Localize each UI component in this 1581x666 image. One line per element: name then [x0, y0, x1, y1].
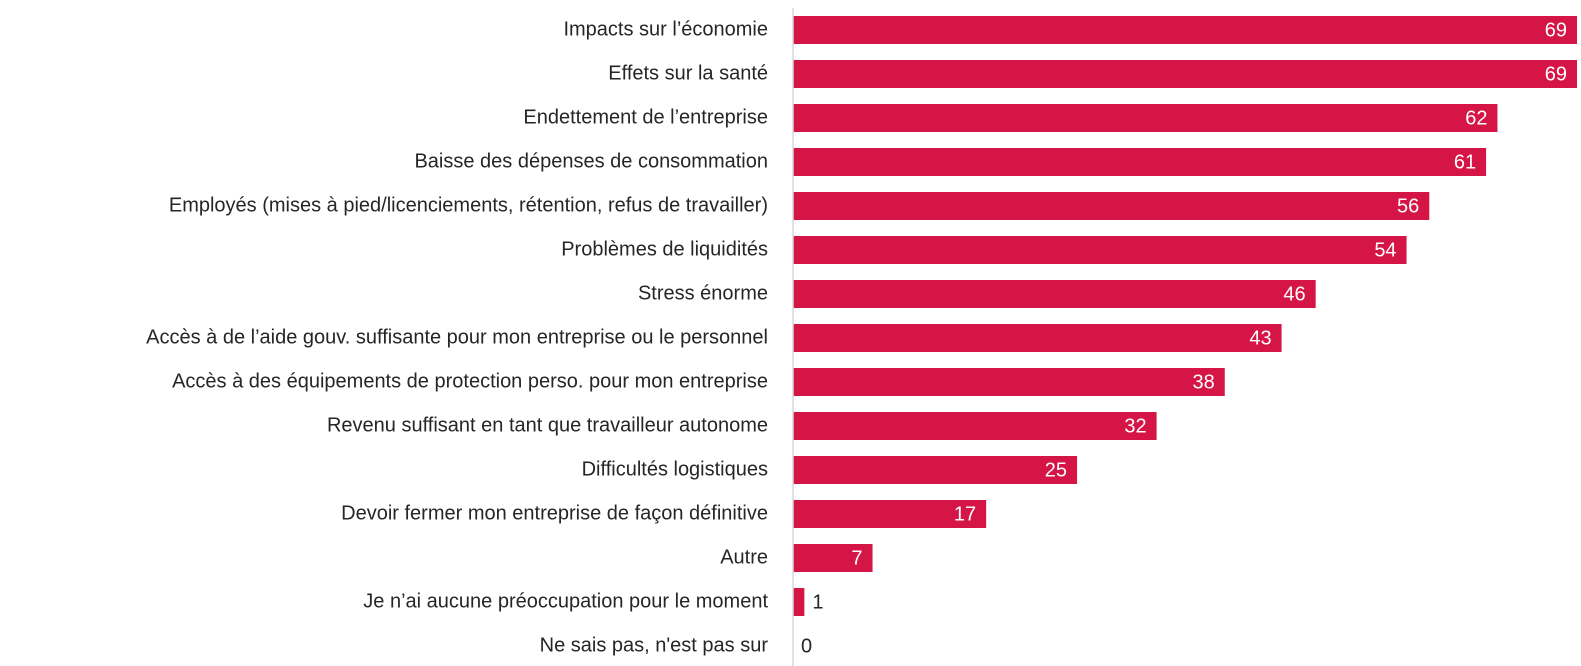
category-label: Je n’ai aucune préoccupation pour le mom…	[363, 590, 768, 612]
value-label: 62	[1465, 107, 1487, 129]
bar	[793, 500, 987, 528]
value-label: 38	[1193, 371, 1215, 393]
bar	[793, 368, 1225, 396]
bar	[793, 456, 1078, 484]
category-label: Difficultés logistiques	[582, 458, 768, 480]
value-label: 46	[1283, 283, 1305, 305]
category-label: Impacts sur l’économie	[563, 18, 768, 40]
category-label: Devoir fermer mon entreprise de façon dé…	[341, 502, 768, 524]
category-label: Baisse des dépenses de consommation	[414, 150, 768, 172]
bar	[793, 588, 805, 616]
value-label: 25	[1045, 459, 1067, 481]
category-label: Ne sais pas, n'est pas sur	[540, 634, 769, 656]
category-label: Autre	[720, 546, 768, 568]
category-label: Accès à de l’aide gouv. suffisante pour …	[146, 326, 768, 348]
value-label: 56	[1397, 195, 1419, 217]
bar	[793, 412, 1157, 440]
category-label: Revenu suffisant en tant que travailleur…	[327, 414, 768, 436]
value-label: 69	[1545, 19, 1567, 41]
value-label: 17	[954, 503, 976, 525]
value-label: 7	[851, 547, 862, 569]
value-label: 0	[801, 635, 812, 657]
bar	[793, 192, 1430, 220]
bar	[793, 544, 873, 572]
category-label: Employés (mises à pied/licenciements, ré…	[169, 194, 768, 216]
value-label: 54	[1374, 239, 1396, 261]
bar	[793, 16, 1577, 44]
category-label: Accès à des équipements de protection pe…	[172, 370, 768, 392]
bar	[793, 280, 1316, 308]
value-label: 43	[1249, 327, 1271, 349]
value-label: 1	[812, 591, 823, 613]
bar	[793, 324, 1282, 352]
bar	[793, 104, 1498, 132]
bar	[793, 236, 1407, 264]
category-label: Stress énorme	[638, 282, 768, 304]
category-label: Endettement de l’entreprise	[523, 106, 768, 128]
bar	[793, 60, 1577, 88]
value-label: 61	[1454, 151, 1476, 173]
category-label: Effets sur la santé	[608, 62, 768, 84]
value-label: 69	[1545, 63, 1567, 85]
value-label: 32	[1124, 415, 1146, 437]
bar	[793, 148, 1487, 176]
category-label: Problèmes de liquidités	[561, 238, 768, 260]
